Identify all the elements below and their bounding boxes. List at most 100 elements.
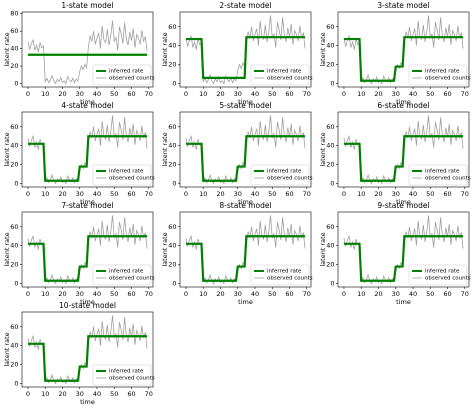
y-tick-label: 60 [10,123,18,131]
series-line [185,235,306,282]
x-tick-label: 30 [234,90,242,98]
plot-frame [21,11,154,88]
y-tick-label: 0 [330,180,334,188]
y-axis-label: latent rate [319,132,327,166]
x-tick-label: 20 [374,290,382,298]
x-tick-label: 0 [342,90,346,98]
chart-title: 1-state model [61,1,113,10]
plot-frame [21,211,154,288]
x-axis-label: time [396,198,411,206]
x-tick-label: 60 [443,290,451,298]
chart-title: 2-state model [219,1,271,10]
y-tick-label: 20 [326,261,334,269]
y-tick-label: 20 [168,61,176,69]
x-tick-label: 60 [443,190,451,198]
y-tick-label: 40 [168,142,176,150]
y-tick-label: 60 [326,123,334,131]
x-tick-label: 10 [357,290,365,298]
x-tick-label: 60 [127,390,135,398]
legend-box [408,264,468,286]
y-tick-label: 0 [172,180,176,188]
x-tick-label: 50 [268,290,276,298]
chart-title: 3-state model [377,1,429,10]
y-tick-label: 40 [326,142,334,150]
x-tick-label: 20 [58,290,66,298]
series-line [185,135,306,182]
legend-box [250,64,310,86]
x-axis-label: time [80,298,95,306]
x-tick-label: 40 [251,190,259,198]
x-tick-label: 40 [93,190,101,198]
x-tick-label: 50 [110,190,118,198]
x-tick-label: 60 [285,290,293,298]
y-tick-label: 20 [168,161,176,169]
x-tick-label: 10 [41,390,49,398]
legend-label: inferred rate [109,369,144,375]
plot-frame [337,11,470,88]
legend-label: inferred rate [267,169,302,175]
x-tick-label: 70 [145,90,153,98]
chart-title: 9-state model [377,201,429,210]
series-line [185,36,306,80]
x-tick-label: 30 [76,290,84,298]
x-tick-label: 70 [461,290,469,298]
x-tick-label: 30 [392,90,400,98]
x-tick-label: 60 [285,190,293,198]
y-tick-label: 20 [10,62,18,70]
series-line [27,135,148,182]
legend-box [408,64,468,86]
y-tick-label: 40 [168,242,176,250]
y-axis-label: latent rate [161,232,169,266]
x-tick-label: 70 [303,290,311,298]
x-tick-label: 30 [234,290,242,298]
x-tick-label: 0 [184,190,188,198]
y-tick-label: 0 [14,280,18,288]
y-tick-label: 0 [172,80,176,88]
series-line [343,135,464,182]
plot-frame [337,111,470,188]
x-tick-label: 20 [58,390,66,398]
x-tick-label: 30 [76,90,84,98]
legend-label: observed counts [267,176,313,182]
x-tick-label: 0 [342,190,346,198]
legend-box [408,164,468,186]
x-tick-label: 10 [41,90,49,98]
plot-frame [179,11,312,88]
y-tick-label: 80 [10,10,18,18]
series-line [27,235,148,282]
y-tick-label: 20 [10,261,18,269]
x-tick-label: 30 [76,190,84,198]
x-tick-label: 30 [234,190,242,198]
x-tick-label: 70 [461,90,469,98]
legend-label: observed counts [109,76,155,82]
y-tick-label: 60 [326,223,334,231]
y-tick-label: 40 [326,242,334,250]
x-tick-label: 20 [216,290,224,298]
x-tick-label: 50 [268,90,276,98]
x-tick-label: 60 [127,190,135,198]
x-tick-label: 60 [443,90,451,98]
x-tick-label: 20 [216,190,224,198]
legend-label: inferred rate [425,169,460,175]
x-axis-label: time [80,398,95,406]
y-tick-label: 60 [10,323,18,331]
x-tick-label: 50 [110,390,118,398]
y-tick-label: 60 [326,23,334,31]
legend-label: observed counts [267,76,313,82]
series-line [27,20,148,85]
x-tick-label: 50 [426,290,434,298]
series-line [343,235,464,282]
chart-title: 4-state model [61,101,113,110]
legend-box [250,264,310,286]
x-axis-label: time [238,98,253,106]
x-tick-label: 70 [303,190,311,198]
x-axis-label: time [396,298,411,306]
x-tick-label: 40 [409,290,417,298]
x-axis-label: time [396,98,411,106]
x-tick-label: 20 [216,90,224,98]
x-tick-label: 50 [110,90,118,98]
x-tick-label: 0 [26,390,30,398]
chart-title: 7-state model [61,201,113,210]
legend-box [92,64,152,86]
